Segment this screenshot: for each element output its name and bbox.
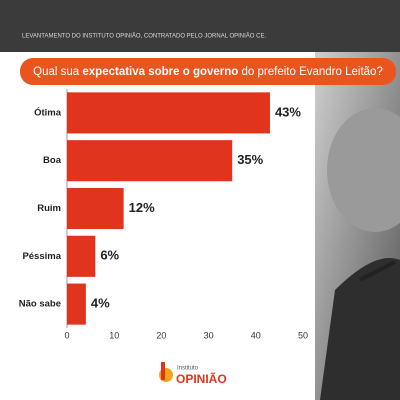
x-tick-label: 30 (204, 330, 214, 340)
bar (67, 235, 96, 277)
value-label: 4% (91, 296, 110, 311)
bar (67, 92, 270, 134)
value-label: 43% (275, 104, 301, 119)
value-label: 35% (237, 152, 263, 167)
x-tick-label: 10 (109, 330, 119, 340)
bar (67, 283, 86, 325)
title-part: do prefeito Evandro Leitão? (238, 66, 383, 78)
x-tick-label: 50 (298, 330, 308, 340)
x-tick-label: 20 (156, 330, 166, 340)
x-tick-label: 0 (64, 330, 69, 340)
logo-small: Instituto (177, 366, 199, 372)
bar (67, 187, 124, 230)
y-tick-label: Ótima (34, 106, 62, 118)
logo: Instituto OPINIÃO (159, 362, 227, 386)
value-label: 12% (129, 200, 155, 215)
title-part: Qual sua (33, 66, 82, 78)
y-tick-label: Boa (43, 155, 62, 166)
y-tick-label: Não sabe (19, 299, 61, 310)
title-part: expectativa sobre o governo (82, 66, 238, 78)
chart-title: Qual sua expectativa sobre o governo do … (33, 66, 383, 78)
x-tick-label: 40 (251, 330, 261, 340)
title-bar (20, 58, 396, 85)
bar (67, 140, 233, 182)
photo (315, 52, 400, 400)
y-tick-label: Ruim (37, 203, 61, 214)
value-label: 6% (100, 248, 119, 263)
logo-big: OPINIÃO (176, 371, 227, 386)
header-text: LEVANTAMENTO DO INSTITUTO OPINIÃO, CONTR… (22, 33, 266, 40)
y-tick-label: Péssima (22, 251, 61, 262)
